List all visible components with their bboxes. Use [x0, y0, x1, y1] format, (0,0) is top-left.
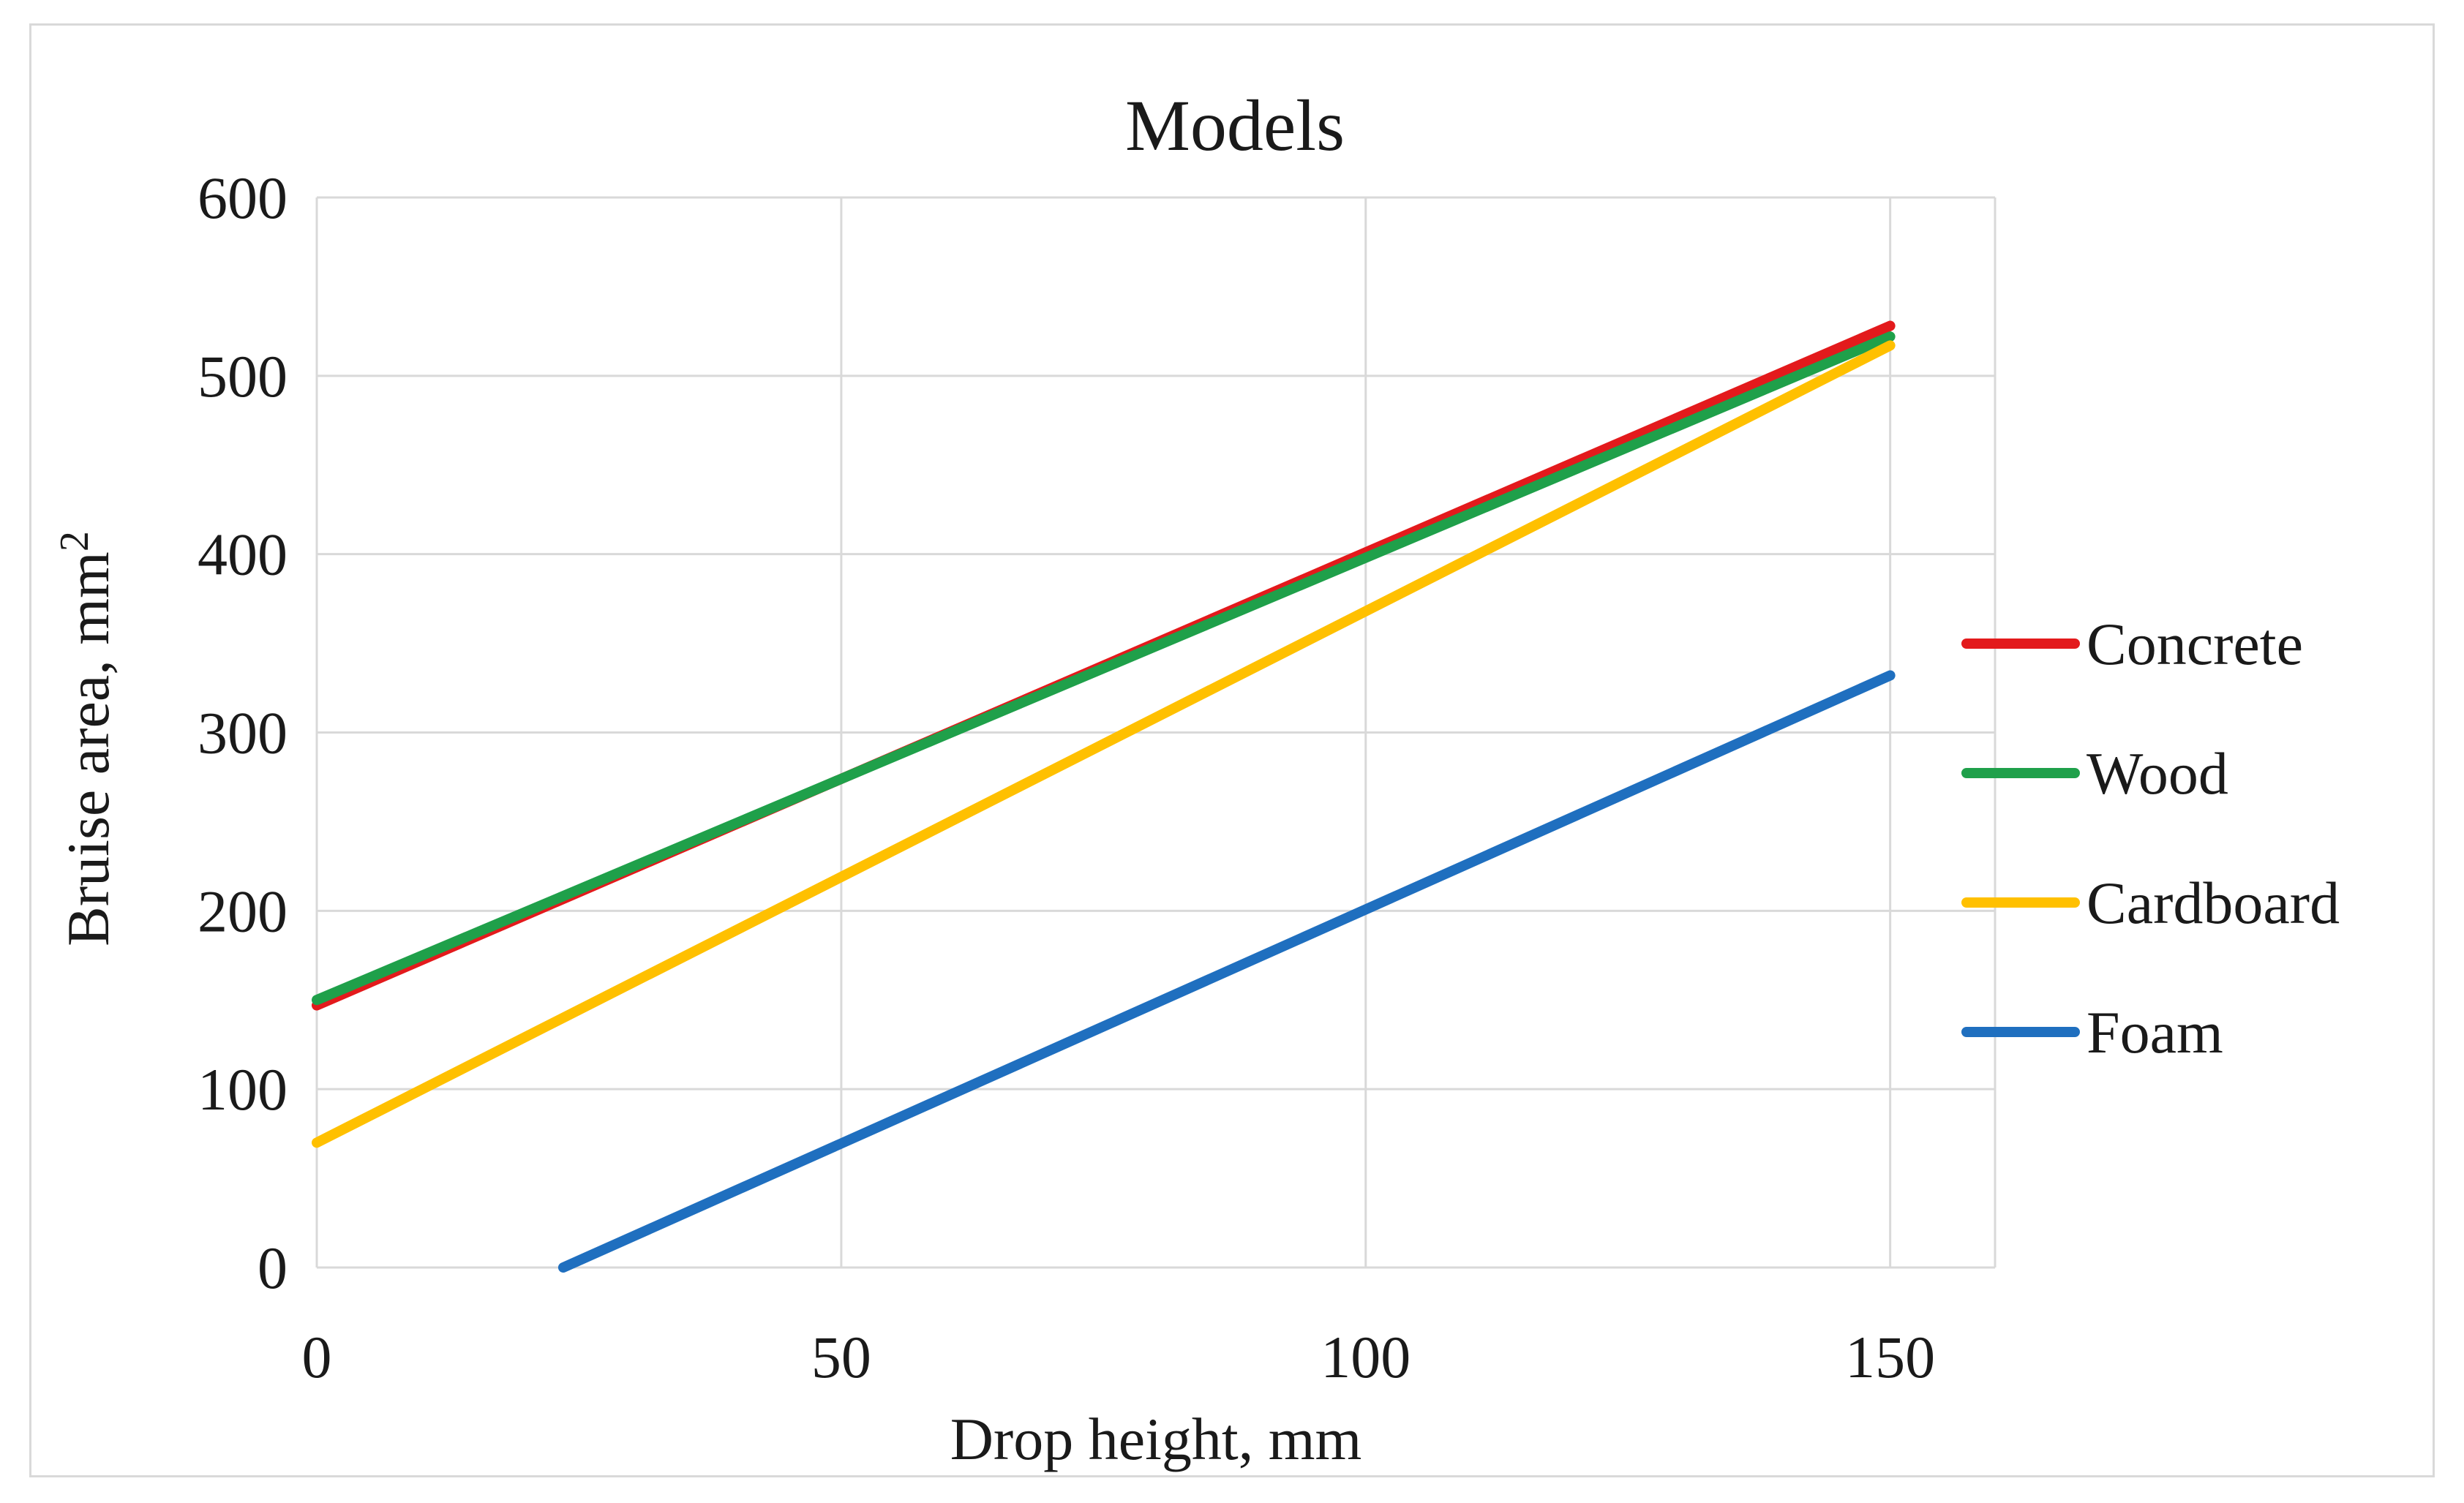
legend-item: Cardboard	[1961, 870, 2340, 936]
legend: Concrete Wood Cardboard Foam	[1961, 611, 2340, 1066]
legend-item: Foam	[1961, 999, 2223, 1066]
y-axis-title-superscript: 2	[52, 531, 97, 551]
legend-label: Concrete	[2086, 611, 2303, 677]
legend-label: Wood	[2086, 740, 2228, 807]
series-line-foam	[557, 670, 1896, 1273]
y-tick-label: 400	[198, 521, 288, 588]
y-tick-label: 0	[258, 1235, 288, 1301]
x-tick-label: 50	[811, 1324, 871, 1390]
series-line-wood	[312, 331, 1896, 1006]
legend-label: Foam	[2086, 999, 2223, 1066]
y-tick-label: 200	[198, 878, 288, 944]
x-tick-label: 100	[1321, 1324, 1411, 1390]
y-axis-title: Bruise area, mm2	[52, 531, 121, 946]
y-axis-title-text: Bruise area, mm	[55, 551, 121, 946]
x-axis-title: Drop height, mm	[950, 1406, 1362, 1472]
x-tick-label: 0	[302, 1324, 332, 1390]
x-tick-label: 150	[1845, 1324, 1935, 1390]
y-tick-label: 500	[198, 343, 288, 410]
legend-item: Concrete	[1961, 611, 2303, 677]
chart-frame	[29, 23, 2435, 1477]
legend-label: Cardboard	[2086, 870, 2340, 936]
grid	[315, 196, 1997, 1269]
series-line-cardboard	[312, 340, 1896, 1148]
tick-labels: 0 100 200 300 400 500 600 0 50 100 150	[198, 165, 1935, 1390]
chart-title: Models	[1125, 85, 1345, 166]
y-tick-label: 100	[198, 1056, 288, 1123]
y-tick-label: 300	[198, 700, 288, 766]
legend-item: Wood	[1961, 740, 2228, 807]
series-lines	[312, 320, 1896, 1273]
y-tick-label: 600	[198, 165, 288, 231]
